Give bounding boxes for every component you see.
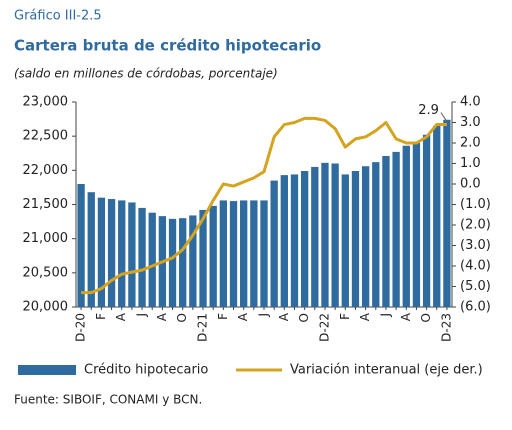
bar [392, 151, 400, 307]
y-tick-label: 21,500 [23, 197, 69, 212]
bar [270, 180, 278, 307]
bar [97, 197, 106, 307]
legend-label: Crédito hipotecario [84, 363, 208, 378]
legend-swatch [18, 365, 76, 375]
y-tick-label: 22,000 [23, 163, 69, 178]
bar [311, 166, 319, 307]
y2-tick-label: (4.0) [460, 259, 491, 274]
x-tick-label: J [378, 313, 392, 318]
x-tick-label: A [358, 312, 372, 321]
data-label: 2.9 [418, 103, 439, 118]
bar [107, 199, 116, 307]
y-tick-label: 21,000 [23, 231, 69, 246]
x-tick-label: A [399, 312, 413, 321]
x-tick-label: D-22 [317, 313, 331, 342]
bar [168, 218, 177, 307]
chart-label: Gráfico III-2.5 [14, 9, 102, 24]
y-tick-label: 20,500 [23, 265, 69, 280]
x-tick-label: A [277, 312, 291, 321]
bar [128, 202, 136, 307]
bar [300, 171, 309, 307]
bar [77, 184, 85, 307]
bar [260, 200, 268, 307]
y2-tick-label: (3.0) [460, 238, 491, 253]
x-tick-label: D-20 [74, 313, 88, 342]
x-tick-label: F [338, 313, 352, 320]
bar [422, 134, 431, 307]
y2-tick-label: (6.0) [460, 300, 491, 315]
y2-tick-label: 0.0 [460, 177, 481, 192]
bar [189, 215, 197, 307]
bar [138, 207, 146, 307]
y2-tick-label: 3.0 [460, 115, 481, 130]
bar [443, 119, 451, 308]
y-tick-label: 23,000 [23, 95, 69, 110]
annotation-leader [440, 112, 448, 122]
bar [351, 171, 360, 307]
bar [229, 201, 238, 307]
bar [240, 200, 248, 307]
x-tick-label: A [114, 312, 128, 321]
bar [341, 174, 349, 307]
bar [280, 175, 288, 307]
source: Fuente: SIBOIF, CONAMI y BCN. [14, 393, 202, 407]
bar [402, 145, 410, 307]
x-tick-label: J [135, 313, 149, 318]
x-tick-label: A [236, 312, 250, 321]
bar [372, 162, 380, 307]
bar [118, 200, 126, 307]
y2-tick-label: (1.0) [460, 197, 491, 212]
bar [219, 200, 228, 307]
bar [433, 125, 441, 308]
bar [382, 155, 390, 307]
bar [290, 174, 299, 307]
x-tick-label: D-23 [439, 313, 453, 342]
x-tick-label: O [297, 313, 311, 322]
bar [209, 205, 217, 307]
bar [412, 143, 421, 307]
bar [87, 192, 95, 307]
y2-tick-label: 1.0 [460, 156, 481, 171]
x-tick-label: F [94, 313, 108, 320]
x-tick-label: F [216, 313, 230, 320]
x-tick-label: D-21 [196, 313, 210, 342]
chart-subtitle: (saldo en millones de córdobas, porcenta… [14, 67, 278, 81]
bar [321, 162, 329, 307]
chart-title: Cartera bruta de crédito hipotecario [14, 37, 321, 55]
y2-tick-label: 2.0 [460, 136, 481, 151]
x-tick-label: J [257, 313, 271, 318]
x-tick-label: A [155, 312, 169, 321]
bar [179, 218, 187, 307]
y2-tick-label: 4.0 [460, 95, 481, 110]
x-tick-label: O [175, 313, 189, 322]
bar [361, 166, 370, 307]
bar [250, 200, 258, 307]
legend-label: Variación interanual (eje der.) [290, 363, 483, 378]
y-tick-label: 22,500 [23, 129, 69, 144]
bar [331, 163, 339, 307]
y-tick-label: 20,000 [23, 300, 69, 315]
line [81, 116, 447, 295]
y2-tick-label: (2.0) [460, 218, 491, 233]
y2-tick-label: (5.0) [460, 279, 491, 294]
bar [199, 209, 207, 307]
bar [148, 212, 156, 307]
x-tick-label: O [419, 313, 433, 322]
